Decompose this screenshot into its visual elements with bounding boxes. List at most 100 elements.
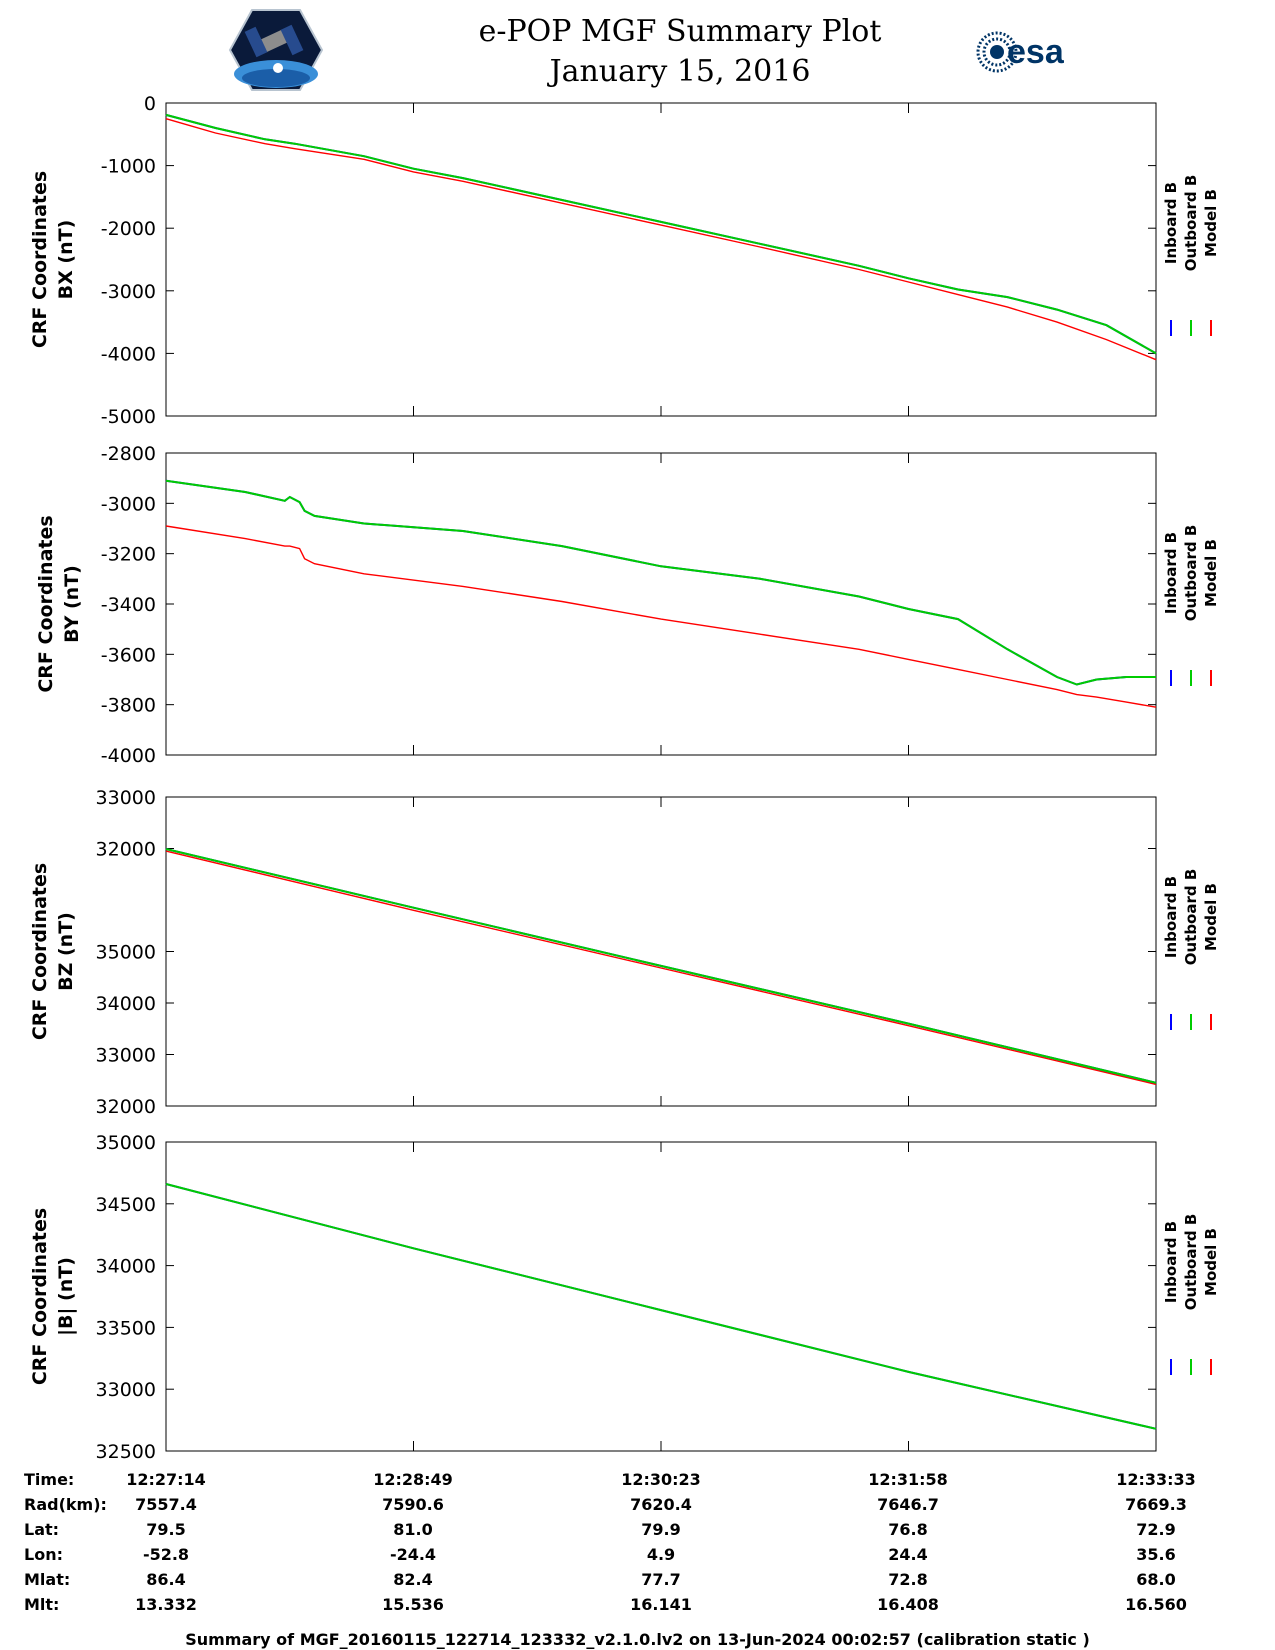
legend-label-model-b: Model B <box>1202 883 1220 951</box>
legend-label-outboard-b: Outboard B <box>1182 869 1200 966</box>
y-tick-label: 35000 <box>96 942 156 964</box>
info-row-label: Time: <box>24 1470 75 1489</box>
y-axis-label: CRF Coordinates <box>29 1208 51 1385</box>
series-model-b <box>165 525 1157 708</box>
legend-label-inboard-b: Inboard B <box>1162 182 1180 264</box>
info-cell: 79.5 <box>146 1520 186 1539</box>
series-outboard-b <box>165 479 1156 686</box>
y-tick-label: 34500 <box>96 1194 156 1216</box>
y-tick-label: 0 <box>144 93 156 115</box>
info-cell: 12:30:23 <box>621 1470 701 1489</box>
info-cell: 15.536 <box>382 1595 444 1614</box>
info-cell: 7646.7 <box>877 1495 939 1514</box>
info-cell: 82.4 <box>393 1570 433 1589</box>
info-cell: 72.8 <box>888 1570 928 1589</box>
series-outboard-b <box>165 848 1157 1084</box>
info-cell: 16.408 <box>877 1595 939 1614</box>
y-tick-label: 34000 <box>96 993 156 1015</box>
y-tick-label: 32000 <box>96 839 156 861</box>
info-cell: 7669.3 <box>1125 1495 1187 1514</box>
series-model-b <box>165 850 1157 1086</box>
y-tick-label: 32000 <box>96 1096 156 1118</box>
series-inboard-b <box>165 479 1156 686</box>
info-row-label: Mlt: <box>24 1595 60 1614</box>
y-tick-label: -4000 <box>101 745 156 767</box>
y-axis-label: CRF Coordinates <box>35 515 57 692</box>
esa-logo-text: esa <box>1007 33 1065 71</box>
y-tick-label: 33000 <box>96 1379 156 1401</box>
info-cell: 16.560 <box>1125 1595 1187 1614</box>
info-cell: 12:33:33 <box>1116 1470 1196 1489</box>
cassiope-mission-logo <box>228 9 324 91</box>
y-axis-label: |B| (nT) <box>55 1257 77 1336</box>
y-tick-label: 33500 <box>96 1317 156 1339</box>
y-tick-label: -5000 <box>101 406 156 428</box>
info-row-label: Rad(km): <box>24 1495 107 1514</box>
y-axis-label: CRF Coordinates <box>29 863 51 1040</box>
info-cell: 24.4 <box>888 1545 928 1564</box>
legend-label-inboard-b: Inboard B <box>1162 1221 1180 1303</box>
y-axis-label: CRF Coordinates <box>29 171 51 348</box>
esa-logo: esa <box>976 31 1065 73</box>
y-axis-label: BX (nT) <box>55 220 77 300</box>
info-cell: 76.8 <box>888 1520 928 1539</box>
legend-label-inboard-b: Inboard B <box>1162 532 1180 614</box>
info-row-label: Lat: <box>24 1520 60 1539</box>
plot-frame <box>165 796 1157 1107</box>
info-cell: 72.9 <box>1136 1520 1176 1539</box>
info-cell: -24.4 <box>389 1545 437 1564</box>
info-cell: 35.6 <box>1136 1545 1176 1564</box>
y-tick-label: -3400 <box>101 594 156 616</box>
info-cell: 81.0 <box>393 1520 433 1539</box>
info-cell: 12:27:14 <box>126 1470 206 1489</box>
chart-title: e-POP MGF Summary Plot <box>478 14 882 49</box>
y-tick-label: 35000 <box>96 1132 156 1154</box>
series-model-b <box>165 1183 1157 1430</box>
y-axis-label: BZ (nT) <box>55 912 77 991</box>
info-cell: 79.9 <box>641 1520 681 1539</box>
legend-label-model-b: Model B <box>1202 539 1220 607</box>
y-tick-label: -2800 <box>101 443 156 465</box>
legend-label-outboard-b: Outboard B <box>1182 1214 1200 1311</box>
series-inboard-b <box>165 1183 1157 1430</box>
y-tick-label: -3800 <box>101 695 156 717</box>
y-tick-label: -3600 <box>101 644 156 666</box>
info-cell: 13.332 <box>135 1595 197 1614</box>
info-cell: 68.0 <box>1136 1570 1176 1589</box>
chart-subtitle-date: January 15, 2016 <box>549 54 811 89</box>
y-tick-label: -3000 <box>101 281 156 303</box>
y-tick-label: -1000 <box>101 156 156 178</box>
legend-label-outboard-b: Outboard B <box>1182 525 1200 622</box>
info-cell: 4.9 <box>646 1545 676 1564</box>
y-tick-label: 33000 <box>96 787 156 809</box>
plot-frame <box>165 452 1157 756</box>
info-cell: 7557.4 <box>135 1495 197 1514</box>
info-cell: 12:28:49 <box>373 1470 453 1489</box>
series-outboard-b <box>165 1183 1157 1430</box>
series-model-b <box>165 118 1157 361</box>
info-cell: 12:31:58 <box>868 1470 948 1489</box>
y-tick-label: -4000 <box>101 343 156 365</box>
info-cell: -52.8 <box>142 1545 190 1564</box>
y-axis-label: BY (nT) <box>61 565 83 643</box>
legend-label-model-b: Model B <box>1202 189 1220 257</box>
y-tick-label: -3000 <box>101 493 156 515</box>
info-cell: 16.141 <box>630 1595 692 1614</box>
y-tick-label: 33000 <box>96 1045 156 1067</box>
y-tick-label: 32500 <box>96 1441 156 1463</box>
info-cell: 77.7 <box>641 1570 681 1589</box>
series-inboard-b <box>165 113 1157 355</box>
info-cell: 86.4 <box>146 1570 186 1589</box>
legend-label-model-b: Model B <box>1202 1228 1220 1296</box>
series-outboard-b <box>165 113 1157 355</box>
y-tick-label: -3200 <box>101 544 156 566</box>
info-cell: 7620.4 <box>630 1495 692 1514</box>
info-row-label: Lon: <box>24 1545 63 1564</box>
y-tick-label: 34000 <box>96 1256 156 1278</box>
plot-frame <box>165 1141 1157 1452</box>
info-row-label: Mlat: <box>24 1570 71 1589</box>
legend-label-outboard-b: Outboard B <box>1182 175 1200 272</box>
plot-frame <box>165 102 1157 417</box>
legend-label-inboard-b: Inboard B <box>1162 876 1180 958</box>
